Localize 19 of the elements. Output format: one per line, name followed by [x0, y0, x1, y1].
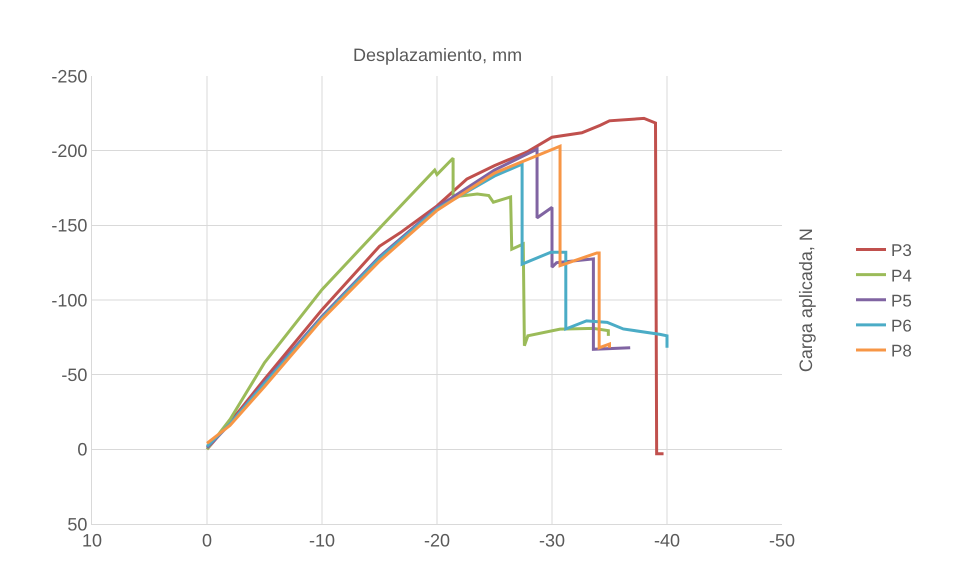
y-tick-label: -250	[51, 66, 88, 86]
x-tick-label: -40	[654, 530, 680, 551]
legend-label: P3	[891, 241, 912, 260]
y-tick-label: 0	[77, 440, 88, 460]
y-axis-title: Carga aplicada, N	[796, 228, 816, 372]
y-tick-label: -50	[61, 364, 88, 385]
legend-label: P6	[891, 316, 912, 336]
x-axis-title: Desplazamiento, mm	[353, 45, 522, 65]
x-tick-label: 0	[202, 530, 212, 551]
x-tick-label: -50	[768, 530, 796, 551]
y-tick-label: -150	[51, 216, 88, 236]
legend-label: P8	[891, 342, 912, 361]
legend-label: P4	[891, 266, 912, 286]
legend-label: P5	[891, 291, 912, 310]
x-tick-label: -10	[308, 530, 336, 551]
x-tick-label: -20	[424, 530, 450, 551]
x-tick-label: -30	[538, 530, 566, 551]
y-tick-label: -100	[51, 290, 88, 310]
y-tick-label: -200	[51, 140, 88, 161]
